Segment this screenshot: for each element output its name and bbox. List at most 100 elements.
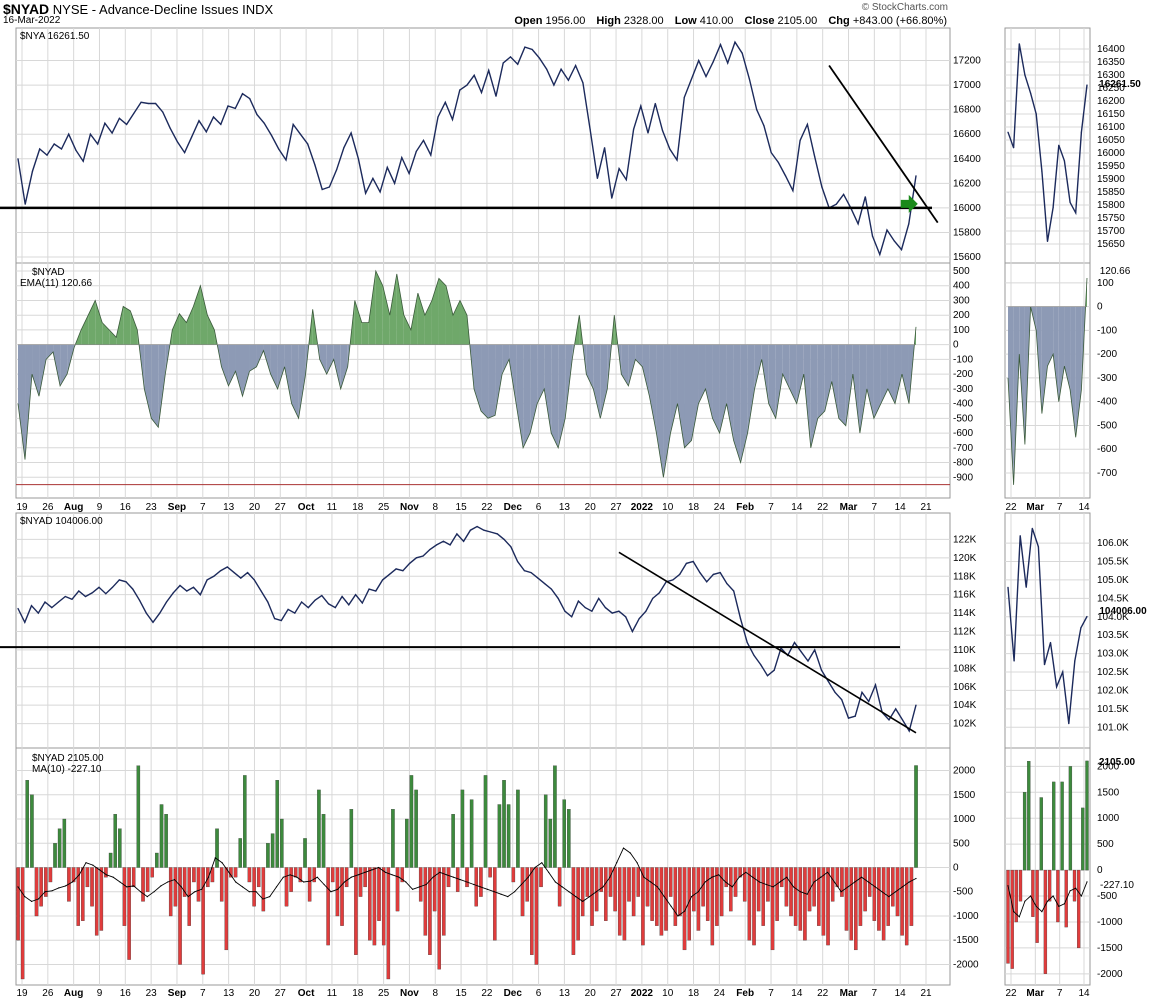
daily-bar — [307, 867, 312, 902]
daily-bar — [418, 867, 423, 902]
ema-area-segment — [389, 273, 397, 345]
side-x-tick-label-ema: 14 — [1078, 502, 1090, 513]
ma10-line-point — [541, 862, 543, 864]
x-tick-label-bottom: Sep — [168, 988, 186, 999]
daily-bar — [673, 867, 678, 926]
ma10-line-point — [827, 871, 829, 873]
daily-side-bar — [1039, 797, 1043, 871]
nya-line-point — [488, 69, 490, 71]
ema-area-segment — [25, 344, 33, 460]
daily-bar — [159, 804, 164, 868]
nya-line-point — [575, 64, 577, 67]
ema-area-segment — [60, 344, 68, 386]
daily-bar — [266, 843, 270, 868]
x-tick-label-bottom: 20 — [585, 988, 597, 999]
cum-line-point — [132, 588, 134, 590]
ma10-line-point — [786, 876, 788, 878]
ma10-line-point — [92, 864, 94, 866]
cum-line-point — [854, 715, 856, 717]
high-value: 2328.00 — [623, 15, 664, 27]
cum-line-point — [125, 581, 127, 583]
daily-bar — [742, 867, 747, 902]
ma10-line-point — [854, 881, 856, 883]
daily-bar — [340, 867, 344, 926]
daily-bar — [284, 867, 289, 907]
daily-side-bar — [1014, 869, 1018, 923]
ema-side-area-segment — [1053, 306, 1059, 402]
cum-line-point — [307, 607, 309, 609]
ma10-line-point — [466, 881, 468, 883]
ema-area-segment — [873, 344, 881, 419]
y-tick-label: 16400 — [953, 154, 981, 165]
side-y-tick-label: 16350 — [1097, 57, 1125, 68]
x-tick-label-bottom: 13 — [223, 988, 235, 999]
daily-bar — [446, 867, 451, 888]
daily-bar — [803, 867, 807, 941]
daily-bar — [631, 867, 636, 917]
ma10-line-point — [473, 883, 475, 886]
cum-line-point — [78, 590, 80, 592]
cum-line-point — [422, 555, 424, 557]
x-tick-label-ema: Nov — [400, 502, 419, 513]
daily-bar — [62, 818, 67, 868]
ma10-side-line-point — [1024, 900, 1026, 902]
ema-area-segment — [705, 344, 713, 419]
cum-line-point — [739, 618, 742, 620]
cum-line-point — [571, 616, 573, 618]
ma10-line-point — [493, 891, 495, 893]
nya-line-point — [343, 147, 345, 149]
cum-line-point — [328, 603, 330, 605]
cum-line-point — [800, 651, 802, 653]
ema-area-segment — [866, 344, 874, 419]
cum-line-point — [456, 533, 458, 535]
daily-bar — [145, 867, 150, 892]
x-tick-label-ema: 13 — [223, 502, 235, 513]
ema-area-segment — [445, 285, 453, 345]
nya-line-point — [365, 192, 367, 194]
nya-line-point — [75, 149, 77, 151]
ma10-line-point — [690, 896, 693, 898]
nya-side-line-point — [1058, 144, 1060, 146]
daily-bar — [30, 794, 34, 868]
side-y-tick-label: 15650 — [1097, 239, 1125, 250]
ema-area-segment — [319, 344, 327, 375]
ema-side-area-segment — [1058, 306, 1065, 402]
cum-line-point — [355, 594, 357, 596]
ema-area-segment — [831, 344, 839, 419]
ma10-side-line-point — [1018, 916, 1020, 918]
daily-bar — [173, 867, 178, 907]
ema-area-line — [17, 269, 917, 478]
x-tick-label-ema: 11 — [327, 502, 338, 513]
cum-line-point — [287, 608, 289, 611]
side-y-tick-label: 103.0K — [1097, 649, 1129, 660]
ma10-line-point — [146, 896, 148, 898]
daily-bar — [590, 867, 594, 926]
daily-bar — [881, 867, 886, 941]
daily-bar — [113, 814, 117, 868]
side-y-tick-label: -1000 — [1097, 917, 1123, 928]
side-x-tick-label-bottom: Mar — [1026, 988, 1044, 999]
y-tick-label: -200 — [953, 369, 973, 380]
x-tick-label-ema: 16 — [120, 502, 132, 513]
daily-bar — [442, 867, 446, 936]
cum-side-line-point — [1013, 660, 1015, 662]
daily-bar — [891, 867, 895, 907]
cum-side-line-point — [1049, 641, 1052, 644]
daily-side-bar — [1043, 869, 1048, 974]
nya-line-point — [379, 191, 381, 193]
side-y-tick-label: 105.5K — [1097, 557, 1129, 568]
daily-bar — [483, 775, 488, 868]
daily-bar — [687, 867, 691, 941]
daily-bar — [830, 867, 835, 902]
side-y-tick-label: 0 — [1097, 865, 1103, 876]
daily-bar — [659, 867, 664, 936]
daily-bar — [779, 867, 784, 888]
ema-area-segment — [151, 344, 159, 428]
daily-bar — [636, 867, 640, 897]
side-y-tick-label: 16050 — [1097, 135, 1125, 146]
daily-bar — [617, 867, 622, 936]
close-value: 2105.00 — [777, 15, 818, 27]
ma10-line-point — [595, 891, 597, 893]
ma10-line-point — [350, 876, 352, 878]
nya-line-point — [734, 41, 736, 43]
